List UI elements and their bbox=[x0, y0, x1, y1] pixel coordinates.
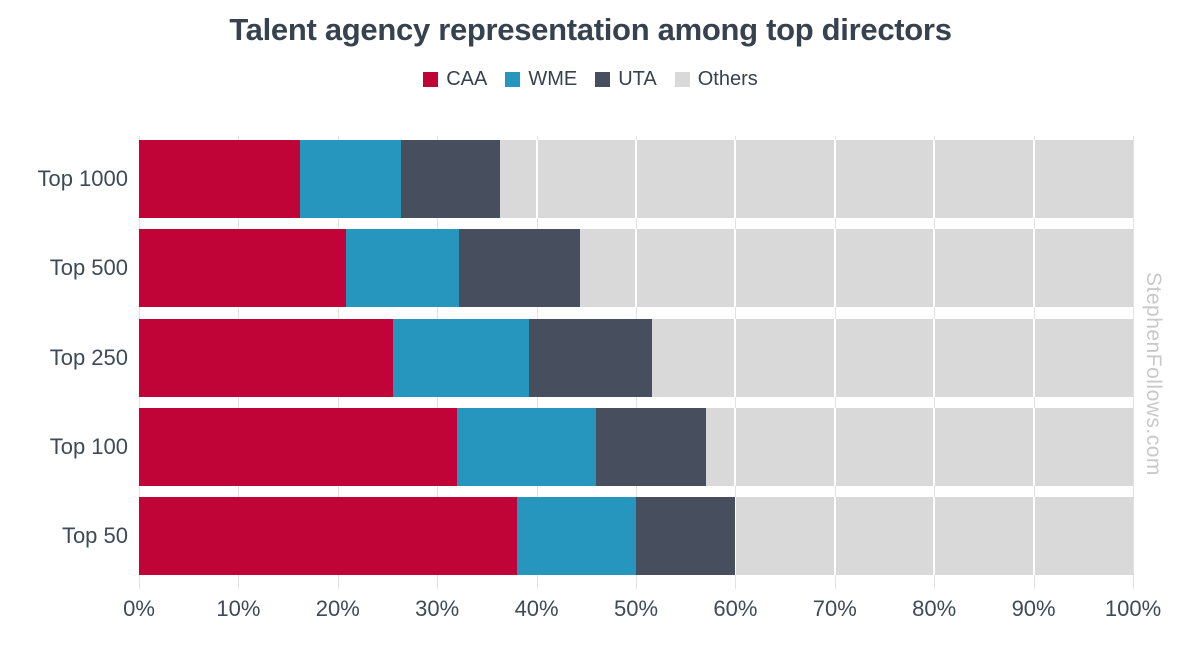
legend-swatch-icon bbox=[423, 72, 439, 87]
legend-swatch-icon bbox=[674, 72, 690, 87]
legend-item-caa: CAA bbox=[423, 68, 487, 91]
bar-tick bbox=[635, 229, 637, 307]
x-axis-labels: 0% 10% 20% 30% 40% 50% 60% 70% 80% 90% 100% bbox=[123, 596, 1161, 626]
bar-tick bbox=[1032, 319, 1035, 397]
legend-label: Others bbox=[697, 68, 758, 90]
bar-segment-caa bbox=[139, 319, 394, 397]
x-tick-label: 100% bbox=[1104, 596, 1162, 621]
watermark: StephenFollows.com bbox=[1142, 272, 1165, 476]
bar-segment-uta bbox=[596, 408, 706, 486]
x-tick-label: 20% bbox=[315, 596, 360, 621]
bar-tick bbox=[734, 229, 737, 307]
bar-segment-caa bbox=[139, 229, 346, 307]
bar-tick bbox=[535, 140, 538, 218]
bar-tick bbox=[933, 497, 936, 575]
x-tick-label: 10% bbox=[216, 596, 261, 621]
bar-tick bbox=[833, 229, 836, 307]
plot-area bbox=[139, 136, 1134, 589]
x-tick-label: 90% bbox=[1011, 596, 1056, 621]
bar-row-top-100 bbox=[139, 408, 1133, 486]
category-label: Top 250 bbox=[49, 345, 128, 370]
bar-segment-uta bbox=[636, 497, 736, 575]
x-tick-label: 0% bbox=[123, 596, 155, 621]
category-label: Top 500 bbox=[49, 255, 128, 280]
bar-tick bbox=[933, 140, 936, 218]
bar-segment-wme bbox=[345, 229, 460, 307]
bar-tick bbox=[635, 140, 637, 218]
bar-segment-caa bbox=[139, 408, 458, 486]
legend-item-uta: UTA bbox=[595, 68, 657, 91]
legend-item-wme: WME bbox=[505, 68, 577, 91]
legend-label: CAA bbox=[446, 68, 488, 90]
x-tick-label: 80% bbox=[912, 596, 957, 621]
bar-tick bbox=[1032, 497, 1035, 575]
bar-tick bbox=[933, 319, 936, 397]
bar-tick bbox=[1032, 140, 1035, 218]
gridline bbox=[1133, 136, 1134, 589]
chart-legend: CAA WME UTA Others bbox=[0, 68, 1181, 91]
bar-segment-uta bbox=[528, 319, 652, 397]
bar-segment-uta bbox=[401, 140, 500, 218]
bar-tick bbox=[734, 497, 737, 575]
y-axis-labels: Top 1000 Top 500 Top 250 Top 100 Top 50 bbox=[0, 136, 128, 581]
legend-item-others: Others bbox=[674, 68, 758, 91]
bar-row-top-1000 bbox=[139, 140, 1133, 218]
bar-tick bbox=[734, 408, 737, 486]
category-label: Top 100 bbox=[49, 434, 128, 459]
bar-segment-wme bbox=[457, 408, 597, 486]
bar-segment-uta bbox=[459, 229, 581, 307]
bar-row-top-50 bbox=[139, 497, 1133, 575]
legend-swatch-icon bbox=[505, 72, 521, 87]
bar-tick bbox=[734, 140, 737, 218]
bar-tick bbox=[1032, 229, 1035, 307]
bar-segment-caa bbox=[139, 140, 301, 218]
bar-tick bbox=[833, 140, 836, 218]
bar-row-top-250 bbox=[139, 319, 1133, 397]
bar-tick bbox=[833, 319, 836, 397]
category-label: Top 50 bbox=[61, 523, 128, 548]
x-tick-label: 30% bbox=[415, 596, 460, 621]
legend-label: UTA bbox=[618, 68, 657, 90]
legend-swatch-icon bbox=[595, 72, 611, 87]
x-tick-label: 40% bbox=[514, 596, 559, 621]
x-tick-label: 70% bbox=[812, 596, 857, 621]
x-tick-label: 60% bbox=[713, 596, 758, 621]
bar-segment-wme bbox=[516, 497, 636, 575]
bar-segment-caa bbox=[139, 497, 517, 575]
bar-row-top-500 bbox=[139, 229, 1133, 307]
bar-tick bbox=[933, 408, 936, 486]
bar-tick bbox=[833, 408, 836, 486]
bar-segment-wme bbox=[393, 319, 529, 397]
bar-tick bbox=[734, 319, 737, 397]
bar-tick bbox=[833, 497, 836, 575]
bar-segment-wme bbox=[300, 140, 402, 218]
chart-title: Talent agency representation among top d… bbox=[229, 12, 952, 47]
category-label: Top 1000 bbox=[37, 166, 128, 191]
bar-tick bbox=[933, 229, 936, 307]
x-tick-label: 50% bbox=[613, 596, 659, 621]
legend-label: WME bbox=[528, 68, 578, 90]
bar-tick bbox=[1032, 408, 1035, 486]
